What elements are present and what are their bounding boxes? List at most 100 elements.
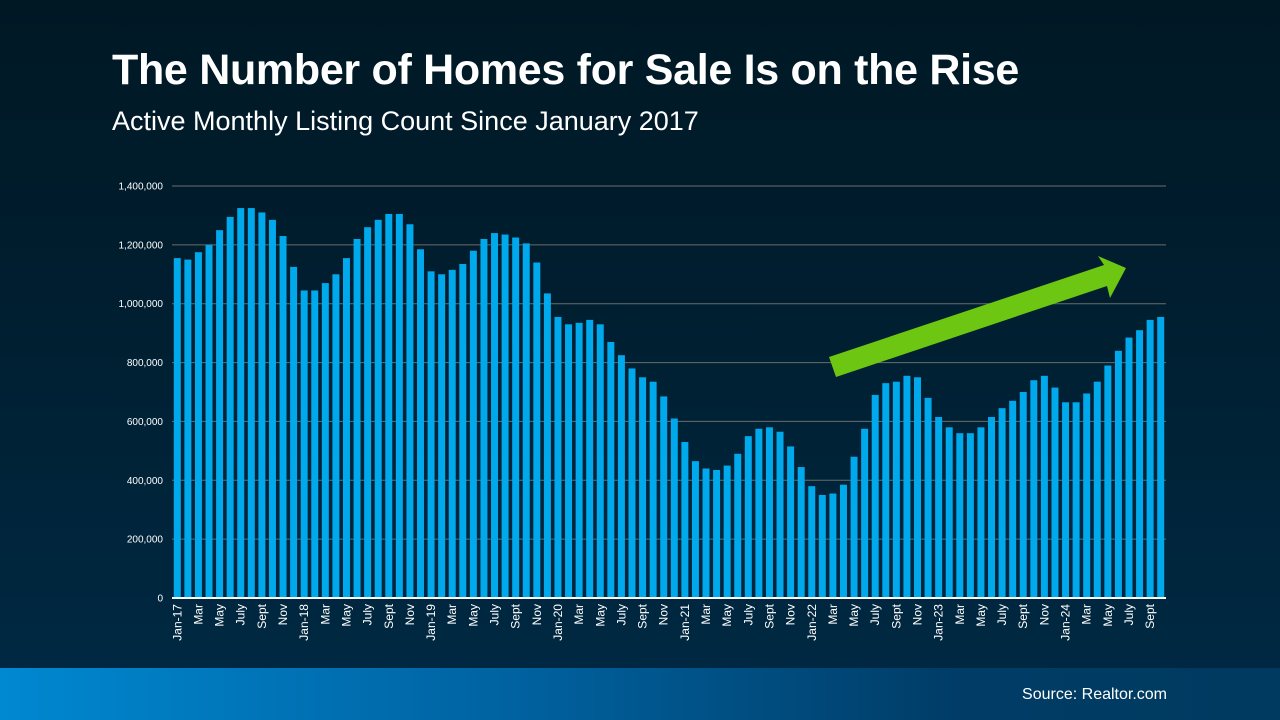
bar bbox=[501, 234, 509, 599]
bar bbox=[395, 213, 403, 598]
bar bbox=[332, 274, 340, 598]
bar bbox=[945, 427, 953, 598]
bar bbox=[734, 453, 742, 598]
bar bbox=[691, 461, 699, 598]
bar bbox=[290, 266, 298, 598]
bar bbox=[374, 219, 382, 599]
bar bbox=[988, 417, 996, 598]
x-tick-label: Mar bbox=[826, 604, 840, 625]
bar bbox=[914, 377, 921, 598]
x-tick-label: Jan-17 bbox=[170, 604, 184, 641]
x-tick-label: Sept bbox=[889, 603, 903, 628]
x-tick-label: Mar bbox=[445, 604, 459, 625]
bar bbox=[892, 381, 900, 598]
x-tick-label: Sept bbox=[1016, 603, 1030, 628]
y-tick-label: 600,000 bbox=[127, 417, 164, 428]
x-tick-label: July bbox=[995, 604, 1009, 625]
x-tick-label: Mar bbox=[1080, 604, 1094, 625]
x-tick-label: May bbox=[974, 604, 988, 627]
bar bbox=[1083, 393, 1091, 598]
bar bbox=[1030, 380, 1038, 598]
bar bbox=[1157, 316, 1165, 598]
x-tick-label: Mar bbox=[953, 604, 967, 625]
x-tick-label: Nov bbox=[403, 604, 417, 625]
x-tick-label: Jan-20 bbox=[551, 604, 565, 641]
x-tick-label: May bbox=[339, 604, 353, 627]
x-tick-label: Nov bbox=[784, 604, 798, 625]
bar bbox=[956, 433, 964, 598]
bar bbox=[808, 486, 816, 598]
bar bbox=[1040, 375, 1048, 598]
bar bbox=[628, 368, 636, 598]
x-tick-label: July bbox=[868, 604, 882, 625]
bar bbox=[966, 433, 974, 598]
x-tick-label: Jan-18 bbox=[297, 604, 311, 641]
bar bbox=[639, 377, 647, 598]
y-tick-label: 1,400,000 bbox=[119, 182, 164, 193]
bar bbox=[755, 428, 763, 598]
bar bbox=[787, 446, 795, 598]
bar bbox=[1062, 402, 1070, 598]
bar bbox=[247, 208, 255, 599]
bar bbox=[522, 243, 530, 598]
bar bbox=[533, 262, 541, 598]
bar bbox=[596, 324, 604, 598]
x-tick-label: Sept bbox=[762, 603, 776, 628]
bar bbox=[1051, 387, 1059, 598]
x-tick-label: July bbox=[361, 604, 375, 625]
bar bbox=[512, 237, 520, 598]
y-tick-label: 1,200,000 bbox=[119, 240, 164, 251]
x-tick-label: May bbox=[1101, 604, 1115, 627]
bar bbox=[1072, 402, 1080, 598]
bar bbox=[829, 493, 837, 598]
x-tick-label: Jan-22 bbox=[805, 604, 819, 641]
x-tick-label: Jan-19 bbox=[424, 604, 438, 641]
bar bbox=[543, 293, 551, 598]
bar bbox=[670, 418, 678, 598]
bar bbox=[194, 252, 202, 598]
bar bbox=[861, 428, 869, 598]
bar bbox=[438, 274, 446, 598]
bar bbox=[1114, 350, 1122, 598]
x-axis-tick-labels: Jan-17 Mar May July Sept Nov Jan-18 Mar May July S… bbox=[170, 603, 1157, 640]
bar bbox=[660, 396, 668, 598]
bar bbox=[258, 212, 266, 598]
x-tick-label: May bbox=[213, 604, 227, 627]
bar bbox=[903, 375, 911, 598]
y-axis-tick-labels: 0 200,000 400,000 600,000 800,000 1,000,000 1,… bbox=[119, 182, 164, 605]
bar bbox=[427, 271, 435, 598]
bar bbox=[184, 259, 192, 598]
x-tick-label: Jan-21 bbox=[678, 604, 692, 641]
source-label: Source: Realtor.com bbox=[1022, 686, 1167, 703]
x-tick-label: Sept bbox=[636, 603, 650, 628]
gridlines bbox=[172, 185, 1166, 540]
bars bbox=[173, 208, 1165, 599]
x-tick-label: Mar bbox=[318, 604, 332, 625]
bar bbox=[723, 465, 731, 598]
bar bbox=[586, 319, 594, 598]
y-tick-label: 0 bbox=[157, 594, 163, 605]
bar bbox=[649, 381, 657, 598]
bar bbox=[311, 290, 319, 598]
y-tick-label: 200,000 bbox=[127, 535, 164, 546]
bar bbox=[818, 495, 826, 598]
x-tick-label: Mar bbox=[572, 604, 586, 625]
bar bbox=[1104, 365, 1112, 598]
bar-chart: 0 200,000 400,000 600,000 800,000 1,000,000 1,… bbox=[119, 182, 1166, 640]
bar bbox=[797, 467, 805, 598]
bar bbox=[882, 383, 890, 598]
bar bbox=[617, 355, 625, 598]
x-tick-label: May bbox=[466, 604, 480, 627]
footer-band: Source: Realtor.com bbox=[0, 668, 1280, 720]
chart-title: The Number of Homes for Sale Is on the R… bbox=[112, 46, 1020, 94]
bar bbox=[353, 238, 361, 598]
x-tick-label: Sept bbox=[255, 603, 269, 628]
bar bbox=[385, 213, 393, 598]
x-tick-label: Sept bbox=[509, 603, 523, 628]
bar bbox=[702, 468, 710, 598]
bar bbox=[216, 230, 224, 598]
y-tick-label: 1,000,000 bbox=[119, 299, 164, 310]
x-tick-label: July bbox=[741, 604, 755, 625]
bar bbox=[226, 216, 234, 598]
bar bbox=[998, 408, 1006, 598]
